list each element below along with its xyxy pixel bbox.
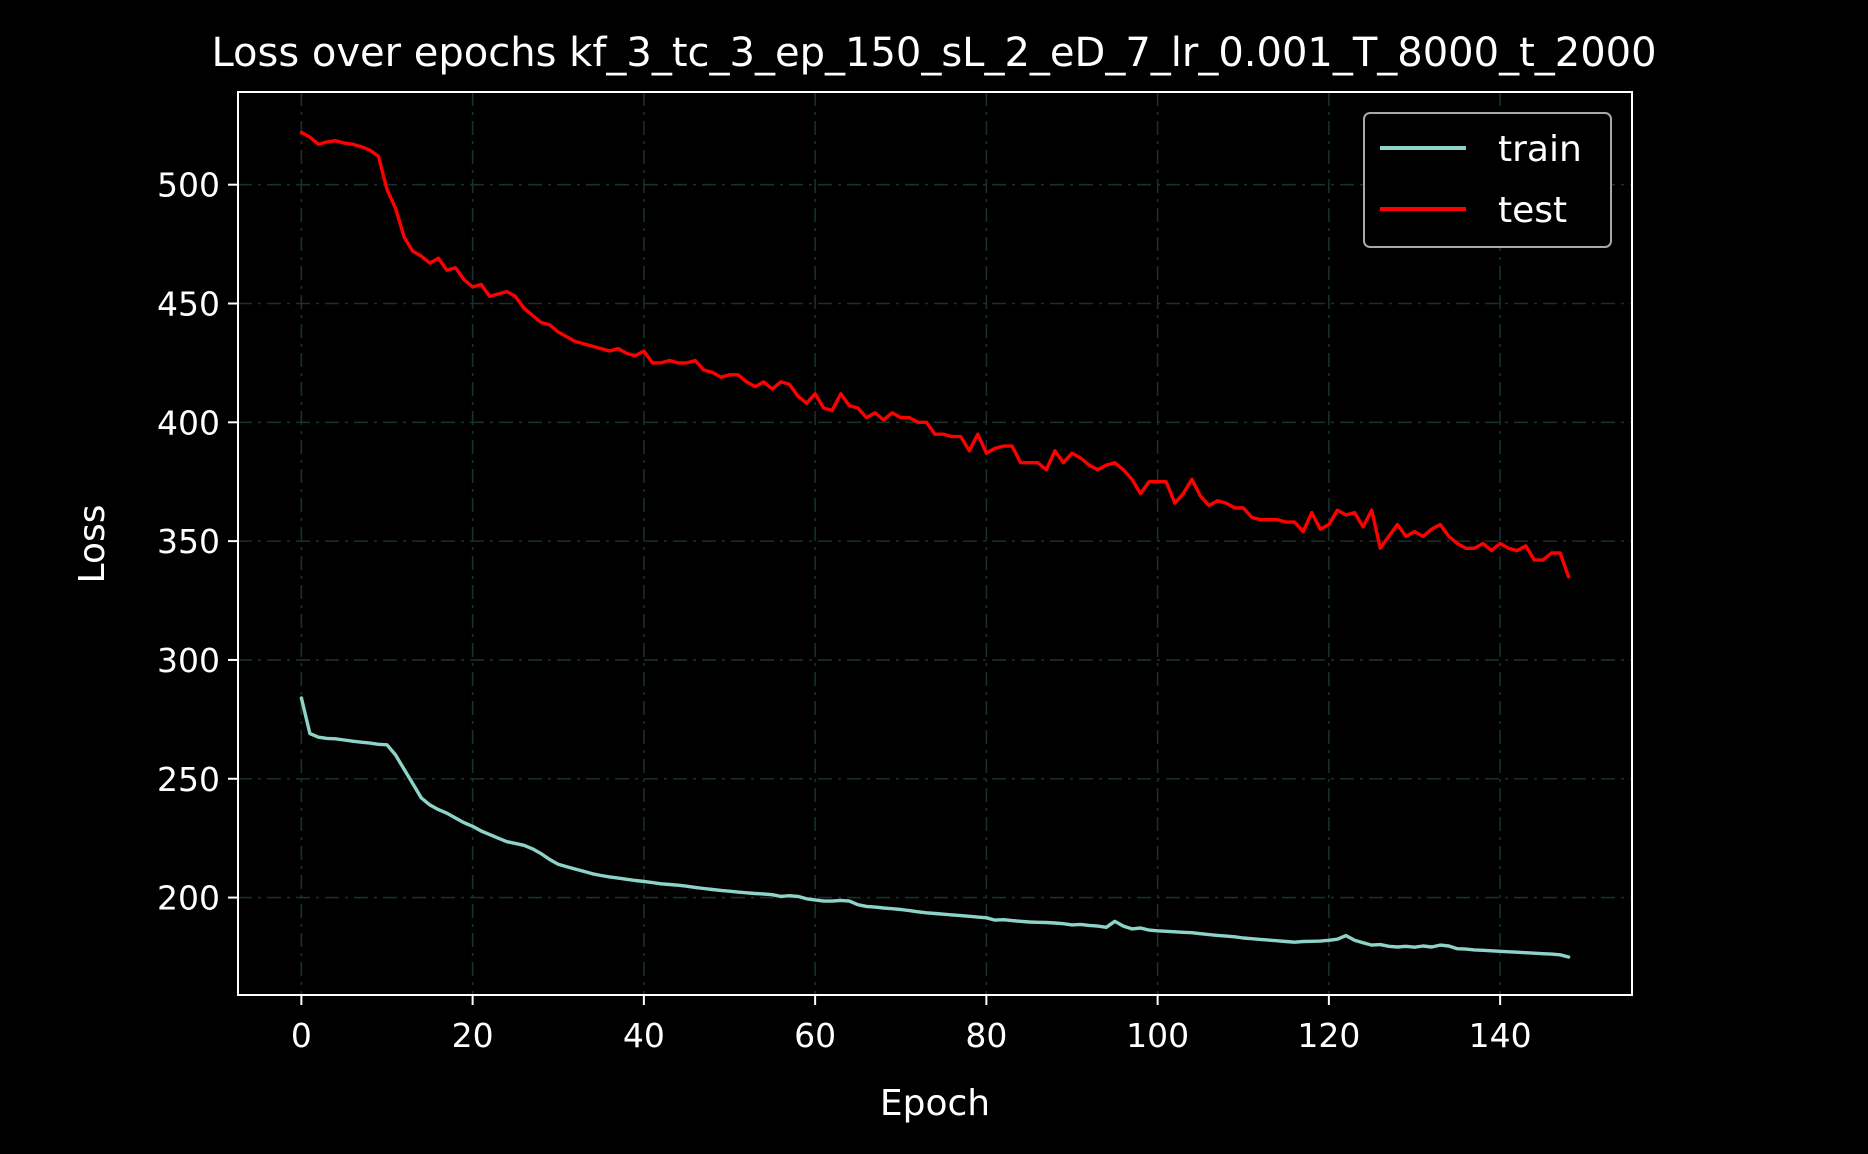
series-lines (299, 130, 1571, 959)
y-tick-label: 300 (157, 641, 220, 680)
x-axis-ticks: 0 20 40 60 80 100 120 140 (291, 995, 1532, 1055)
y-tick-label: 200 (157, 879, 220, 918)
series-line-train (299, 696, 1571, 959)
x-tick-label: 40 (623, 1016, 665, 1055)
chart-title: Loss over epochs kf_3_tc_3_ep_150_sL_2_e… (211, 30, 1656, 76)
x-tick-label: 140 (1469, 1016, 1532, 1055)
y-tick-label: 350 (157, 522, 220, 561)
x-axis-label: Epoch (880, 1083, 990, 1124)
x-tick-label: 0 (291, 1016, 312, 1055)
series-line-test (299, 130, 1571, 579)
y-tick-label: 400 (157, 403, 220, 442)
y-tick-label: 500 (157, 166, 220, 205)
legend: train test (1363, 112, 1612, 248)
legend-label-train: train (1498, 129, 1582, 170)
y-axis-ticks: 200 250 300 350 400 450 500 (157, 166, 238, 918)
x-tick-label: 100 (1126, 1016, 1189, 1055)
y-tick-label: 450 (157, 284, 220, 323)
plot-frame (237, 91, 1633, 996)
y-tick-label: 250 (157, 760, 220, 799)
x-tick-label: 20 (452, 1016, 494, 1055)
x-tick-label: 120 (1297, 1016, 1360, 1055)
x-tick-label: 80 (965, 1016, 1007, 1055)
y-axis-label: Loss (72, 505, 113, 584)
legend-label-test: test (1498, 190, 1567, 231)
x-tick-label: 60 (794, 1016, 836, 1055)
